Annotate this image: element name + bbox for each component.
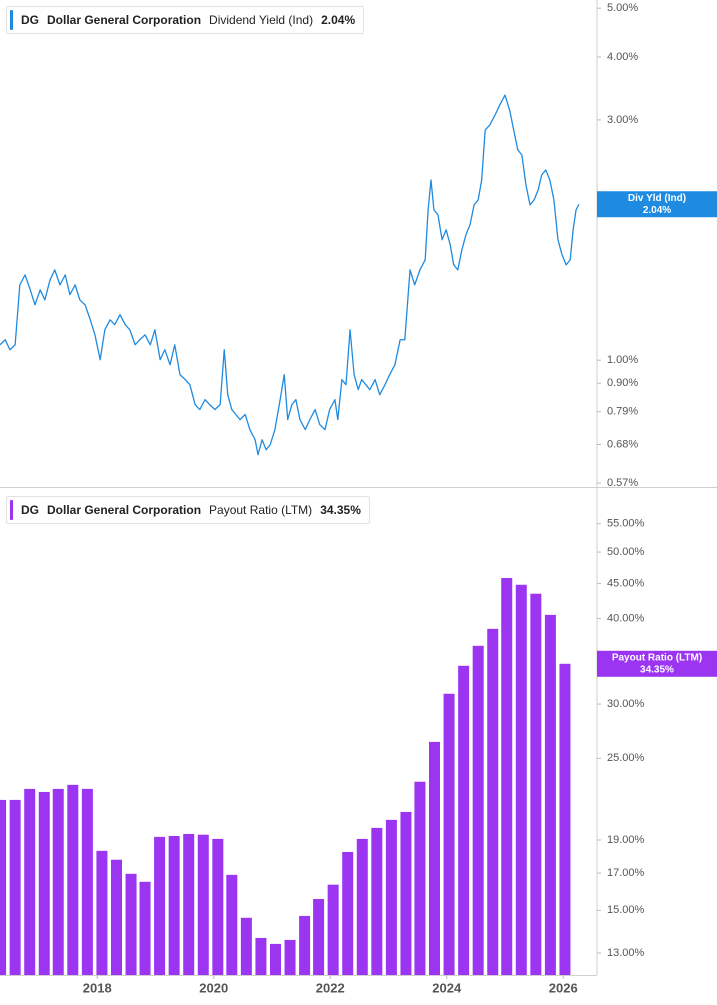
bar [154,836,166,975]
y-tick-label: 0.90% [607,377,638,389]
bar [212,838,224,975]
bar [269,943,281,975]
bar [197,834,209,975]
x-tick-label: 2026 [549,980,578,995]
badge-value: 34.35% [640,664,674,675]
bar [255,937,267,975]
metric-value: 2.04% [321,13,356,27]
bar [544,614,556,975]
plot-area [0,94,580,975]
y-tick-label: 40.00% [607,612,645,624]
company: Dollar General Corporation [47,13,202,27]
bar [139,881,151,975]
badge-name: Div Yld (Ind) [628,193,686,204]
y-tick-label: 50.00% [607,546,645,558]
legend-header: DG Dollar General Corporation Payout Rat… [6,496,370,524]
bar [487,628,499,975]
bar [240,917,252,975]
y-tick-label: 30.00% [607,698,645,710]
badge-name: Payout Ratio (LTM) [612,652,702,663]
metric-value: 34.35% [320,503,361,517]
bar [400,811,412,975]
bar [443,693,455,975]
bar [299,915,311,975]
bar [356,838,368,975]
y-tick-label: 1.00% [607,354,638,366]
bar [327,884,339,975]
bar [110,859,122,975]
x-tick-label: 2018 [83,980,112,995]
bar [67,784,79,975]
legend-swatch [10,10,13,30]
company: Dollar General Corporation [47,503,202,517]
bar [284,939,296,975]
y-tick-label: 19.00% [607,834,645,846]
bar [24,788,36,975]
legend-swatch [10,500,13,520]
bar [52,788,64,975]
y-tick-label: 45.00% [607,577,645,589]
bar [183,833,195,975]
y-tick-label: 0.79% [607,406,638,418]
bar [226,874,238,975]
ticker: DG [21,13,39,27]
bar [515,584,527,975]
bar [458,665,470,975]
bar [414,781,426,975]
line-series [0,94,580,456]
x-tick-label: 2022 [316,980,345,995]
bar [371,827,383,975]
y-tick-label: 0.68% [607,438,638,450]
bar [501,577,513,975]
y-tick-label: 15.00% [607,904,645,916]
bar [313,899,325,975]
bar [0,799,7,975]
y-tick-label: 5.00% [607,2,638,14]
y-tick-label: 4.00% [607,51,638,63]
x-tick-label: 2024 [432,980,462,995]
x-tick-label: 2020 [199,980,228,995]
bar [38,791,50,975]
y-tick-label: 3.00% [607,114,638,126]
bar [530,593,542,975]
bar [9,799,21,975]
metric-name: Dividend Yield (Ind) [209,13,314,27]
bar [96,850,108,975]
bar [428,741,440,975]
badge-value: 2.04% [643,205,671,216]
bar [81,788,93,975]
y-tick-label: 17.00% [607,867,645,879]
bar [125,873,137,975]
bar [385,819,397,975]
y-tick-label: 25.00% [607,752,645,764]
ticker: DG [21,503,39,517]
bar [559,663,571,975]
value-badge [597,650,717,677]
bar [472,645,484,975]
bar [168,835,180,975]
value-badge [597,191,717,218]
bar [342,851,354,975]
legend-header: DG Dollar General Corporation Dividend Y… [6,6,365,34]
y-tick-label: 0.57% [607,477,638,489]
metric-name: Payout Ratio (LTM) [209,503,313,517]
y-tick-label: 13.00% [607,947,645,959]
y-tick-label: 55.00% [607,518,645,530]
